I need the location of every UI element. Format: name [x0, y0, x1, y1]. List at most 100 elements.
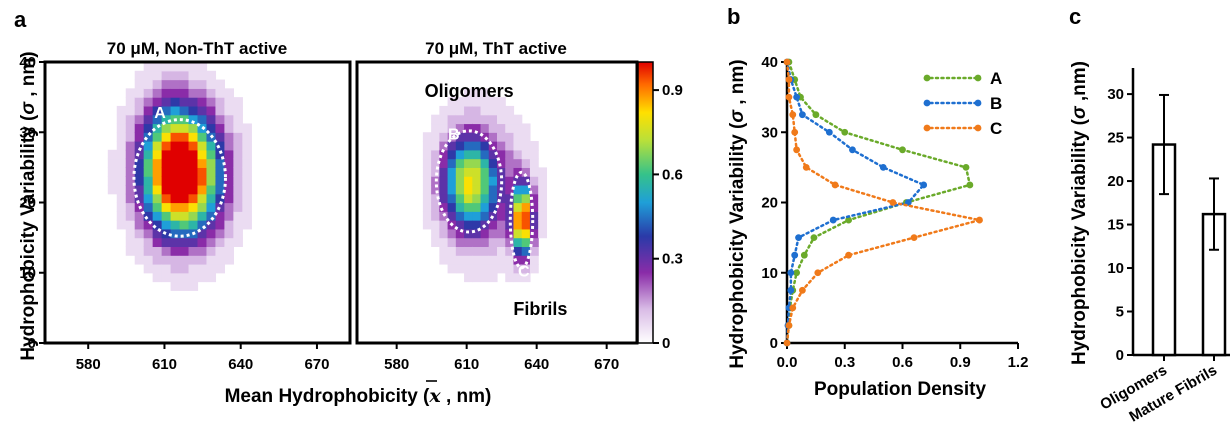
heatmap2-cell	[521, 202, 531, 212]
heatmap1-cell	[125, 211, 136, 221]
series-a-point	[966, 181, 974, 189]
heatmap1-cell	[143, 255, 154, 265]
heatmap2-cell	[464, 193, 473, 204]
colorbar-tick-label: 0.9	[662, 82, 683, 99]
heatmap1-cell	[116, 220, 127, 230]
heatmap2-cell	[505, 184, 515, 195]
heatmap1-cell	[197, 88, 208, 98]
heatmap1-cell	[179, 141, 190, 151]
heatmap1-cell	[152, 176, 163, 186]
heatmap1-cell	[170, 132, 181, 142]
heatmap2-cell	[488, 193, 498, 204]
heatmap1-cell	[215, 255, 226, 265]
heatmap1-cell	[224, 158, 234, 168]
heatmap2-cell	[488, 97, 498, 107]
heatmap2-cell	[480, 97, 490, 107]
colorbar-tick-label: 0.6	[662, 166, 683, 183]
heatmap2-cell	[455, 237, 465, 248]
heatmap2-cell	[521, 272, 531, 283]
heatmap1-cell	[179, 62, 190, 72]
heatmap1-cell	[116, 132, 127, 142]
heatmap1-cell	[125, 88, 136, 98]
heatmap1-cell	[233, 184, 243, 195]
heatmap2-cell	[480, 211, 490, 221]
series-b-point	[791, 251, 799, 259]
heatmap2-cell	[521, 255, 531, 265]
heatmap1-cell	[188, 255, 199, 265]
heatmap1-cell	[161, 70, 172, 81]
heatmap1-cell	[242, 123, 252, 133]
heatmap2-cell	[439, 228, 449, 239]
heatmap1-cell	[233, 176, 243, 186]
heatmap1-cell	[233, 149, 243, 160]
series-b-point	[787, 286, 795, 294]
heatmap1-cell	[152, 184, 163, 195]
heatmap2-cell	[455, 158, 465, 168]
heatmap2-cell	[464, 97, 473, 107]
heatmap2-cell	[521, 228, 531, 239]
heatmap2-cell	[505, 237, 515, 248]
heatmap1-cell	[242, 167, 252, 177]
heatmap1-cell	[161, 228, 172, 239]
heatmap1-cell	[242, 176, 252, 186]
heatmap1-cell	[152, 167, 163, 177]
heatmap1-cell	[224, 211, 234, 221]
heatmap2-cell	[447, 246, 457, 256]
heatmap2-cell	[497, 211, 506, 221]
heatmap1-cell	[152, 246, 163, 256]
heatmap1-layer	[107, 62, 252, 291]
heatmap1-cell	[179, 184, 190, 195]
series-a-point	[845, 216, 852, 224]
heatmap2-cell	[497, 114, 506, 125]
heatmap2-cell	[480, 255, 490, 265]
heatmap1-cell	[107, 158, 118, 168]
heatmap1-cell	[233, 220, 243, 230]
line-chart-y-tick-label: 0	[770, 335, 778, 352]
heatmap2-cell	[538, 184, 548, 195]
heatmap2-cell	[439, 114, 449, 125]
heatmap1-y-tick-label: 10	[19, 265, 36, 282]
heatmap2-cell	[447, 237, 457, 248]
heatmap2-cell	[431, 167, 440, 177]
heatmap2-cell	[538, 167, 548, 177]
heatmap1-cell	[206, 105, 217, 116]
heatmap2-cell	[488, 228, 498, 239]
heatmap1-cell	[125, 114, 136, 125]
heatmap1-cell	[197, 211, 208, 221]
heatmap1-cell	[116, 211, 127, 221]
heatmap2-cell	[505, 272, 515, 283]
heatmap2-cell	[472, 211, 482, 221]
heatmap2-cell	[513, 263, 523, 274]
heatmap2-cell	[431, 132, 440, 142]
heatmap1-cell	[143, 193, 154, 204]
heatmap2-cell	[431, 237, 440, 248]
heatmap2-cell	[513, 123, 523, 133]
heatmap1-cell	[179, 237, 190, 248]
heatmap1-cell	[215, 149, 226, 160]
panel-letter-a: a	[14, 7, 27, 32]
heatmap2-cell	[439, 220, 449, 230]
heatmap2-cell	[431, 149, 440, 160]
heatmap2-cell	[529, 228, 539, 239]
heatmap1-cell	[161, 211, 172, 221]
heatmap1-cell	[125, 97, 136, 107]
heatmap1-cell	[188, 79, 199, 89]
heatmap2-cell	[497, 141, 506, 151]
line-chart: 0.0 0.3 0.6 0.9 1.2 0 10 20 30 40 ABC	[761, 54, 1028, 371]
heatmap2-cell	[472, 88, 482, 98]
heatmap1-cell	[134, 114, 145, 125]
heatmap2-cell	[472, 255, 482, 265]
heatmap1-cell	[134, 132, 145, 142]
heatmap2-cell	[472, 167, 482, 177]
heatmap2-cell	[447, 202, 457, 212]
heatmap1-cell	[233, 132, 243, 142]
series-c-point	[889, 199, 897, 206]
heatmap2-cell	[513, 211, 523, 221]
heatmap2-cell	[447, 176, 457, 186]
heatmap2-cell	[497, 105, 506, 116]
heatmap2-cell	[488, 184, 498, 195]
heatmap2-cell	[497, 158, 506, 168]
heatmap2-cell	[472, 193, 482, 204]
heatmap2-cell	[513, 184, 523, 195]
